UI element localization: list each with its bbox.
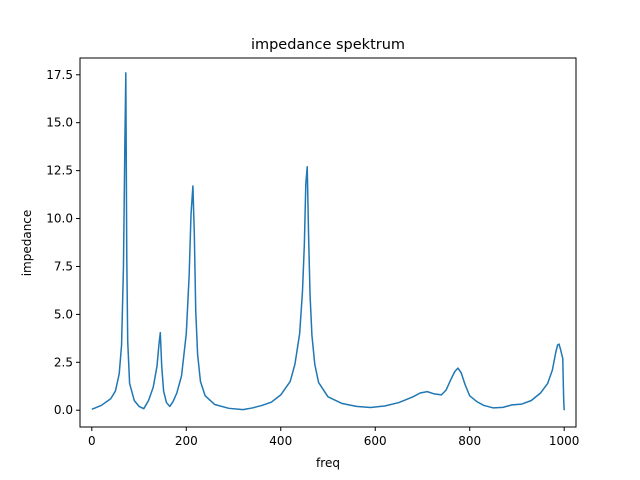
x-axis-label: freq xyxy=(316,456,340,470)
x-tick-label: 800 xyxy=(458,434,481,448)
y-tick-label: 2.5 xyxy=(54,355,73,369)
y-tick-label: 10.0 xyxy=(46,212,73,226)
y-tick-label: 17.5 xyxy=(46,68,73,82)
y-tick-label: 12.5 xyxy=(46,164,73,178)
y-tick-label: 15.0 xyxy=(46,116,73,130)
y-tick-label: 0.0 xyxy=(54,403,73,417)
x-tick-label: 600 xyxy=(364,434,387,448)
impedance-series-line xyxy=(91,72,565,411)
y-axis-label: impedance xyxy=(20,210,34,277)
x-tick-label: 400 xyxy=(269,434,292,448)
x-axis-ticks: 0 200 400 600 800 1000 xyxy=(88,427,579,448)
x-tick-label: 200 xyxy=(175,434,198,448)
chart-title: impedance spektrum xyxy=(251,37,405,53)
x-tick-label: 1000 xyxy=(549,434,580,448)
y-tick-label: 5.0 xyxy=(54,307,73,321)
plot-area-background xyxy=(80,58,576,427)
y-axis-ticks: 0.0 2.5 5.0 7.5 10.0 12.5 15.0 17.5 xyxy=(46,68,80,417)
y-tick-label: 7.5 xyxy=(54,259,73,273)
x-tick-label: 0 xyxy=(88,434,96,448)
plot-area-frame xyxy=(79,57,577,428)
